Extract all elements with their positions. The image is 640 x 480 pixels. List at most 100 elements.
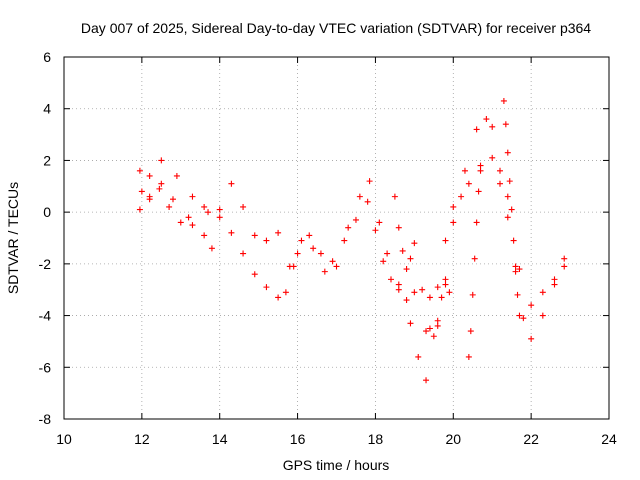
series-track-f (391, 193, 418, 273)
data-point (228, 180, 235, 187)
data-point (471, 255, 478, 262)
data-point (216, 214, 223, 221)
series-track-g (423, 281, 453, 340)
data-point (156, 185, 163, 192)
data-point (497, 167, 503, 174)
data-point (504, 149, 511, 156)
data-point (551, 281, 558, 288)
data-point (446, 289, 453, 296)
data-point (329, 258, 336, 265)
data-point (372, 227, 379, 234)
data-point (512, 268, 519, 275)
data-point (286, 263, 293, 270)
data-point (395, 286, 402, 293)
data-point (391, 193, 398, 200)
data-point (465, 180, 472, 187)
data-point (508, 206, 515, 213)
data-point (510, 237, 517, 244)
data-point (504, 193, 511, 200)
data-point (458, 193, 465, 200)
data-point (228, 229, 235, 236)
x-tick-label: 16 (290, 431, 306, 447)
data-point (251, 232, 258, 239)
data-point (275, 294, 282, 301)
data-point (520, 315, 527, 322)
data-point (477, 162, 484, 169)
grid (64, 57, 609, 419)
data-point (380, 258, 387, 265)
data-point (450, 203, 457, 210)
data-point (461, 167, 468, 174)
data-point (426, 325, 433, 332)
data-point (177, 219, 184, 226)
data-point (467, 328, 474, 335)
data-point (506, 178, 513, 185)
data-point (423, 377, 430, 384)
data-point (136, 206, 143, 213)
data-point (251, 271, 258, 278)
data-point (201, 203, 208, 210)
data-point (399, 247, 406, 254)
y-axis-label: SDTVAR / TECUs (5, 182, 21, 294)
data-point (275, 229, 282, 236)
data-point (240, 203, 247, 210)
data-point (298, 237, 305, 244)
y-tick-label: -4 (39, 308, 52, 324)
data-point (384, 250, 391, 257)
data-point (475, 188, 482, 195)
data-point (483, 116, 490, 123)
data-point (158, 157, 165, 164)
data-point (240, 250, 247, 257)
data-point (502, 121, 509, 128)
y-tick-label: -6 (39, 359, 52, 375)
data-point (434, 284, 441, 291)
data-point (415, 353, 422, 360)
data-point (489, 123, 496, 130)
data-point (477, 167, 484, 174)
y-tick-label: 2 (43, 152, 51, 168)
data-point (376, 219, 383, 226)
data-point (185, 214, 192, 221)
data-point (561, 263, 568, 270)
data-point (170, 196, 176, 203)
data-point (395, 224, 402, 231)
data-point (208, 245, 215, 252)
data-point (465, 353, 472, 360)
y-tick-label: -8 (39, 411, 52, 427)
series-track-c (136, 185, 215, 252)
data-point (321, 268, 328, 275)
data-point (434, 322, 441, 329)
data-point (395, 281, 402, 288)
y-tick-label: 0 (43, 204, 51, 220)
data-point (310, 245, 317, 252)
data-point (263, 237, 270, 244)
data-point (473, 126, 480, 133)
series-track-b (138, 154, 568, 309)
data-point (500, 97, 507, 104)
x-tick-label: 14 (212, 431, 228, 447)
data-point (438, 294, 445, 301)
series-track-e (500, 97, 523, 319)
x-tick-label: 12 (134, 431, 150, 447)
y-tick-label: 4 (43, 101, 51, 117)
data-point (430, 333, 437, 340)
data-point (306, 232, 313, 239)
data-point (173, 172, 180, 179)
series-track-d (465, 162, 484, 360)
data-point (282, 289, 289, 296)
data-point (512, 263, 519, 270)
data-point (136, 167, 143, 174)
data-point (442, 276, 449, 283)
data-point (403, 266, 410, 273)
data-point (426, 294, 433, 301)
data-point (201, 232, 208, 239)
data-point (166, 203, 173, 210)
data-point (352, 216, 359, 223)
data-point (341, 237, 348, 244)
data-point (473, 219, 480, 226)
data-point (450, 219, 457, 226)
data-point (407, 320, 414, 327)
data-point (442, 237, 449, 244)
data-point (345, 224, 352, 231)
